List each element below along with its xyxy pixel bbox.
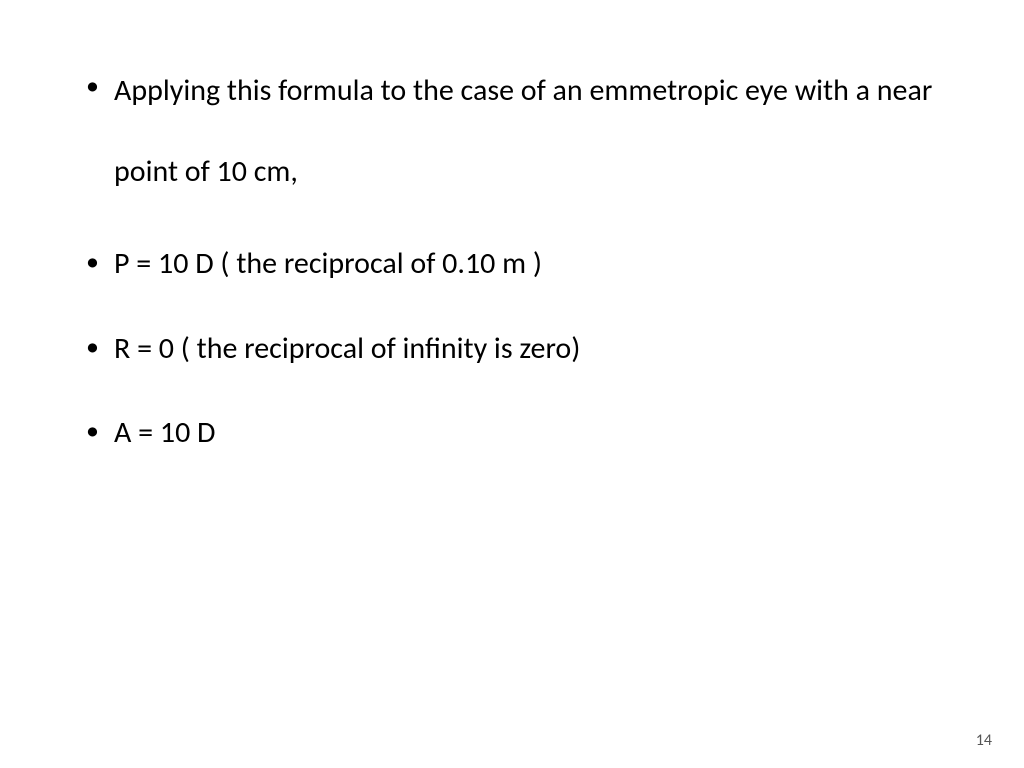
- bullet-item: Applying this formula to the case of an …: [86, 50, 954, 212]
- bullet-item: A = 10 D: [86, 413, 954, 454]
- bullet-item: P = 10 D ( the reciprocal of 0.10 m ): [86, 244, 954, 285]
- bullet-item: R = 0 ( the reciprocal of infinity is ze…: [86, 329, 954, 370]
- page-number: 14: [976, 731, 992, 750]
- bullet-list: Applying this formula to the case of an …: [70, 50, 954, 454]
- slide: Applying this formula to the case of an …: [0, 0, 1024, 768]
